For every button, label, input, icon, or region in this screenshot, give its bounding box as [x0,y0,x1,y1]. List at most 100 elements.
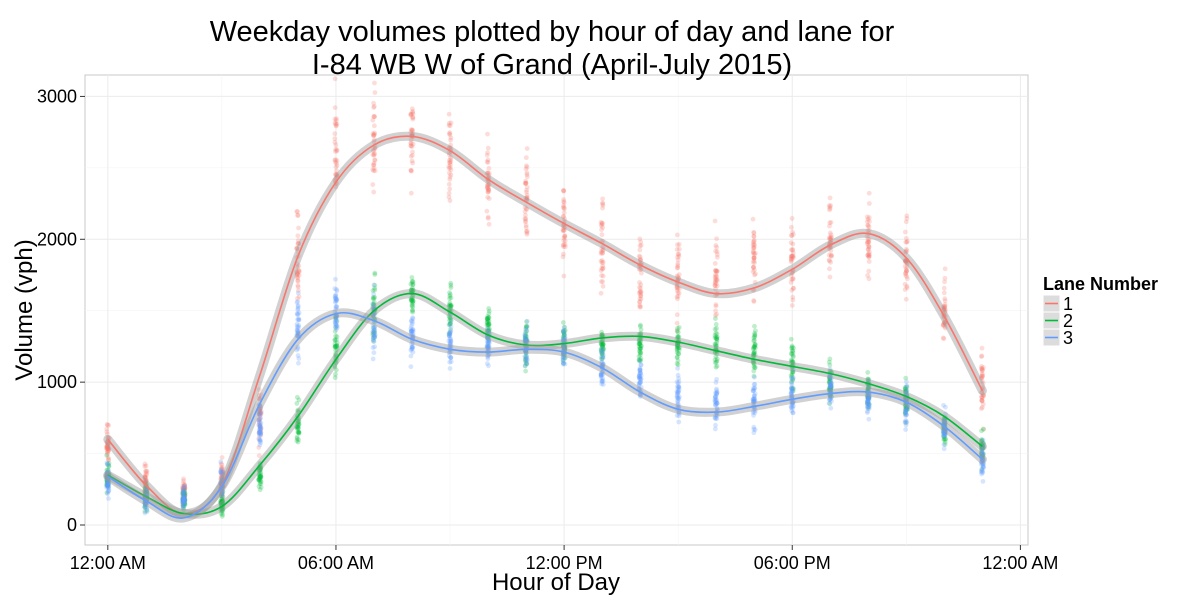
data-point-lane-1 [904,213,910,219]
data-point-lane-1 [751,299,757,304]
data-point-lane-1 [447,152,452,158]
data-point-lane-1 [979,371,985,377]
data-point-lane-1 [600,250,605,256]
data-point-lane-2 [524,328,530,334]
data-point-lane-1 [371,132,376,138]
data-point-lane-1 [410,108,416,114]
data-point-lane-1 [638,239,644,245]
data-point-lane-1 [561,188,567,194]
data-point-lane-2 [181,498,186,504]
data-point-lane-1 [638,257,644,262]
data-point-lane-1 [789,270,795,276]
data-point-lane-3 [295,328,300,333]
data-point-lane-2 [828,384,834,390]
data-point-lane-1 [104,448,110,454]
data-point-lane-2 [979,448,985,453]
data-point-lane-2 [599,351,605,357]
data-point-lane-2 [448,327,453,332]
data-point-lane-1 [714,273,720,279]
data-point-lane-3 [333,292,339,298]
data-point-lane-2 [828,385,834,391]
data-point-lane-1 [561,199,567,204]
data-point-lane-1 [713,268,719,274]
data-point-lane-2 [219,499,224,504]
data-point-lane-1 [294,246,300,252]
data-point-lane-2 [181,489,186,495]
data-point-lane-2 [674,328,680,334]
data-point-lane-3 [371,325,377,331]
data-point-lane-1 [676,251,682,257]
data-point-lane-2 [294,438,300,444]
data-point-lane-2 [256,477,262,483]
data-point-lane-2 [447,331,453,337]
data-point-lane-1 [220,491,226,497]
data-point-lane-1 [448,157,453,162]
data-point-lane-1 [905,276,910,282]
data-point-lane-2 [903,404,909,410]
data-point-lane-3 [182,489,187,495]
data-point-lane-3 [182,496,187,502]
data-point-lane-2 [484,328,490,334]
data-point-lane-1 [598,250,604,256]
data-point-lane-2 [523,323,529,329]
data-point-lane-1 [600,273,606,279]
data-point-lane-3 [294,327,300,333]
data-point-lane-2 [714,343,720,349]
data-point-lane-3 [142,510,148,516]
data-point-lane-3 [333,304,339,310]
data-point-lane-2 [638,322,643,328]
data-point-lane-2 [714,335,720,341]
data-point-lane-2 [598,342,604,347]
data-point-lane-1 [903,266,909,272]
data-point-lane-3 [409,344,415,349]
data-point-lane-1 [371,123,377,129]
data-point-lane-2 [370,304,376,310]
data-point-lane-2 [561,331,567,337]
data-point-lane-1 [599,266,605,271]
data-point-lane-2 [674,355,680,361]
data-point-lane-1 [637,284,642,290]
data-point-lane-1 [180,501,186,507]
data-point-lane-2 [218,507,224,513]
data-point-lane-3 [180,498,186,503]
data-point-lane-2 [447,321,453,327]
data-point-lane-1 [713,276,718,282]
data-point-lane-1 [676,286,682,292]
data-point-lane-3 [295,325,300,331]
data-point-lane-1 [979,398,985,403]
data-point-lane-1 [448,145,454,151]
data-point-lane-1 [751,245,757,250]
data-point-lane-3 [866,416,872,422]
data-point-lane-1 [979,366,985,372]
data-point-lane-2 [294,424,300,430]
data-point-lane-2 [486,322,492,328]
data-point-lane-1 [902,287,908,292]
data-point-lane-1 [447,170,452,176]
data-point-lane-1 [410,131,416,137]
data-point-lane-3 [180,489,186,495]
data-point-lane-1 [372,137,377,143]
data-point-lane-1 [180,491,186,497]
data-point-lane-2 [789,345,794,351]
data-point-lane-1 [296,294,302,300]
data-point-lane-1 [902,229,908,235]
data-point-lane-3 [410,349,416,355]
data-point-lane-2 [789,374,795,380]
data-point-lane-2 [333,343,338,349]
data-point-lane-1 [258,408,264,414]
data-point-lane-3 [826,400,832,406]
data-point-lane-2 [826,385,832,391]
data-point-lane-3 [295,330,301,336]
data-point-lane-2 [866,385,871,391]
data-point-lane-1 [180,502,186,508]
data-point-lane-1 [904,248,910,254]
data-point-lane-2 [220,499,225,505]
data-point-lane-2 [296,437,301,443]
data-point-lane-2 [182,498,187,504]
data-point-lane-2 [257,469,263,475]
data-point-lane-1 [142,474,148,480]
data-point-lane-3 [104,485,110,490]
data-point-lane-1 [751,264,756,270]
data-point-lane-1 [257,408,263,414]
data-point-lane-1 [524,195,530,201]
